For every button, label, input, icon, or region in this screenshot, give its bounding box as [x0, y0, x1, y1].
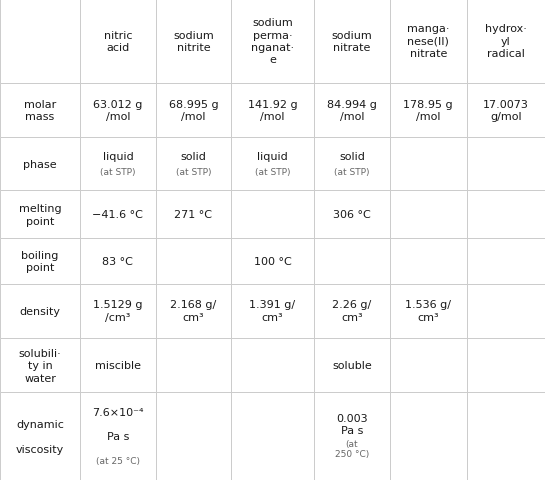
Text: solubili·
ty in
water: solubili· ty in water [19, 348, 62, 383]
Text: soluble: soluble [332, 360, 372, 371]
Text: 2.26 g/
cm³: 2.26 g/ cm³ [332, 300, 372, 323]
Text: sodium
perma·
nganat·
e: sodium perma· nganat· e [251, 18, 294, 65]
Text: manga·
nese(II)
nitrate: manga· nese(II) nitrate [407, 24, 450, 59]
Text: 17.0073
g/mol: 17.0073 g/mol [483, 99, 529, 122]
Text: −41.6 °C: −41.6 °C [93, 210, 143, 220]
Text: solid: solid [180, 152, 207, 162]
Text: (at STP): (at STP) [100, 167, 136, 176]
Text: sodium
nitrite: sodium nitrite [173, 31, 214, 53]
Text: 7.6×10⁻⁴: 7.6×10⁻⁴ [92, 407, 144, 417]
Text: 1.5129 g
/cm³: 1.5129 g /cm³ [93, 300, 143, 323]
Text: 68.995 g
/mol: 68.995 g /mol [168, 99, 218, 122]
Text: liquid: liquid [257, 152, 288, 162]
Text: dynamic

viscosity: dynamic viscosity [16, 419, 64, 454]
Text: (at STP): (at STP) [175, 167, 211, 176]
Text: Pa s: Pa s [107, 431, 129, 441]
Text: liquid: liquid [102, 152, 134, 162]
Text: molar
mass: molar mass [24, 99, 56, 122]
Text: 84.994 g
/mol: 84.994 g /mol [327, 99, 377, 122]
Text: solid: solid [339, 152, 365, 162]
Text: sodium
nitrate: sodium nitrate [331, 31, 372, 53]
Text: 1.536 g/
cm³: 1.536 g/ cm³ [405, 300, 451, 323]
Text: nitric
acid: nitric acid [104, 31, 132, 53]
Text: 271 °C: 271 °C [174, 210, 213, 220]
Text: 141.92 g
/mol: 141.92 g /mol [247, 99, 298, 122]
Text: phase: phase [23, 159, 57, 169]
Text: 178.95 g
/mol: 178.95 g /mol [403, 99, 453, 122]
Text: (at STP): (at STP) [334, 167, 370, 176]
Text: 100 °C: 100 °C [253, 256, 292, 266]
Text: 83 °C: 83 °C [102, 256, 134, 266]
Text: 2.168 g/
cm³: 2.168 g/ cm³ [170, 300, 216, 323]
Text: hydrox·
yl
radical: hydrox· yl radical [485, 24, 527, 59]
Text: (at 25 °C): (at 25 °C) [96, 456, 140, 465]
Text: boiling
point: boiling point [21, 250, 59, 273]
Text: 1.391 g/
cm³: 1.391 g/ cm³ [250, 300, 295, 323]
Text: density: density [20, 306, 60, 316]
Text: miscible: miscible [95, 360, 141, 371]
Text: melting
point: melting point [19, 204, 61, 226]
Text: (at STP): (at STP) [255, 167, 290, 176]
Text: 63.012 g
/mol: 63.012 g /mol [93, 99, 143, 122]
Text: (at
250 °C): (at 250 °C) [335, 439, 369, 458]
Text: 0.003
Pa s: 0.003 Pa s [336, 413, 368, 435]
Text: 306 °C: 306 °C [333, 210, 371, 220]
